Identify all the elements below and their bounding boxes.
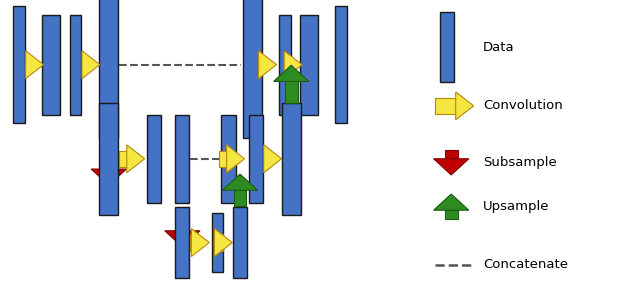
- FancyBboxPatch shape: [119, 151, 127, 167]
- FancyBboxPatch shape: [279, 15, 291, 115]
- Text: Upsample: Upsample: [483, 200, 550, 213]
- FancyBboxPatch shape: [82, 56, 83, 73]
- FancyBboxPatch shape: [284, 56, 291, 73]
- FancyBboxPatch shape: [175, 115, 189, 203]
- FancyBboxPatch shape: [435, 98, 456, 114]
- FancyBboxPatch shape: [221, 115, 236, 203]
- Polygon shape: [191, 229, 209, 256]
- Text: Subsample: Subsample: [483, 156, 557, 169]
- FancyBboxPatch shape: [99, 0, 118, 138]
- FancyBboxPatch shape: [335, 6, 347, 123]
- Polygon shape: [456, 92, 474, 120]
- FancyBboxPatch shape: [175, 207, 189, 278]
- FancyBboxPatch shape: [445, 210, 458, 219]
- Text: Convolution: Convolution: [483, 99, 563, 112]
- FancyBboxPatch shape: [176, 207, 189, 231]
- FancyBboxPatch shape: [234, 190, 246, 206]
- Polygon shape: [127, 145, 145, 173]
- Polygon shape: [164, 231, 200, 247]
- FancyBboxPatch shape: [99, 103, 118, 215]
- Text: Concatenate: Concatenate: [483, 258, 568, 271]
- FancyBboxPatch shape: [300, 15, 318, 115]
- Polygon shape: [434, 194, 468, 210]
- FancyBboxPatch shape: [102, 140, 115, 169]
- FancyBboxPatch shape: [147, 115, 161, 203]
- Polygon shape: [26, 51, 44, 78]
- Polygon shape: [92, 169, 127, 185]
- FancyBboxPatch shape: [259, 56, 262, 73]
- Polygon shape: [223, 174, 258, 190]
- FancyBboxPatch shape: [26, 56, 27, 73]
- FancyBboxPatch shape: [243, 0, 262, 138]
- FancyBboxPatch shape: [212, 213, 223, 272]
- FancyBboxPatch shape: [440, 12, 454, 82]
- Polygon shape: [434, 159, 468, 175]
- Polygon shape: [284, 51, 302, 78]
- FancyBboxPatch shape: [190, 235, 191, 250]
- FancyBboxPatch shape: [13, 6, 25, 123]
- FancyBboxPatch shape: [42, 15, 60, 115]
- FancyBboxPatch shape: [282, 103, 301, 215]
- Text: Data: Data: [483, 41, 515, 54]
- FancyBboxPatch shape: [233, 207, 247, 278]
- FancyBboxPatch shape: [70, 15, 81, 115]
- FancyBboxPatch shape: [285, 81, 298, 103]
- FancyBboxPatch shape: [249, 115, 263, 203]
- Polygon shape: [82, 51, 100, 78]
- FancyBboxPatch shape: [445, 150, 458, 159]
- FancyBboxPatch shape: [214, 235, 223, 250]
- Polygon shape: [264, 145, 282, 173]
- Polygon shape: [274, 65, 309, 81]
- Polygon shape: [227, 145, 244, 173]
- FancyBboxPatch shape: [219, 151, 227, 167]
- Polygon shape: [214, 229, 232, 256]
- Polygon shape: [259, 51, 276, 78]
